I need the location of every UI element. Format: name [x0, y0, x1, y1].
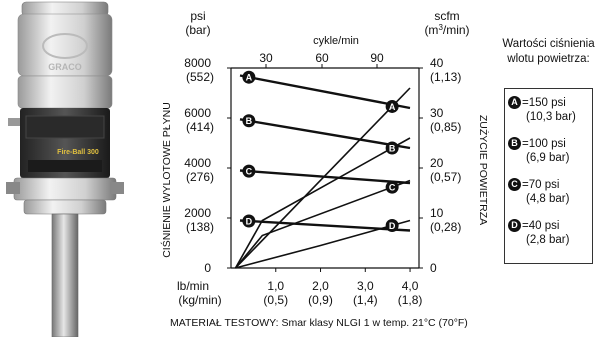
x-top-tick-label: 60 [315, 51, 329, 65]
air-badge-D: D [385, 219, 399, 232]
y-right-tick-label: 10 [430, 206, 444, 220]
x-tick-sublabel: (0,9) [308, 293, 333, 307]
series-marker-circle [242, 114, 256, 128]
y-left-tick-label: 2000 [184, 206, 211, 220]
pump-model-label: Fire-Ball 300 [57, 149, 99, 156]
x-unit-lb: lb/min [177, 279, 209, 293]
series-marker-letter: A [389, 102, 396, 112]
legend-item-B: B =100 psi (6,9 bar) [508, 137, 594, 165]
series-marker-circle [385, 141, 399, 155]
x-tick-label: 1,0 [267, 279, 284, 293]
legend-bar-label: (4,8 bar) [526, 193, 570, 205]
axes [230, 67, 420, 269]
x-tick-label: 4,0 [402, 279, 419, 293]
x-tick-label: 2,0 [312, 279, 329, 293]
pressure-badge-A: A [242, 70, 256, 84]
series-marker-circle [385, 219, 399, 232]
air-line-B [234, 137, 411, 269]
legend-item-C: C =70 psi (4,8 bar) [508, 178, 594, 206]
pressure-badge-B: B [242, 114, 256, 128]
series-marker-letter: C [389, 182, 396, 192]
x-top-tick-label: 90 [370, 51, 384, 65]
pressure-line-B [239, 118, 411, 150]
y-right-tick-sublabel: (0,85) [430, 120, 461, 134]
y-left-tick-sublabel: (138) [186, 220, 214, 234]
pressure-badge-D: D [242, 214, 256, 228]
pump-brand-label: GRACO [48, 62, 82, 72]
legend-psi-label: =40 psi [522, 220, 560, 232]
legend-badge: D [508, 219, 521, 233]
series-marker-letter: B [246, 116, 253, 126]
y-right-tick-sublabel: (1,13) [430, 70, 461, 84]
series-marker-circle [385, 99, 399, 113]
y-right-tick-label: 20 [430, 156, 444, 170]
y-right-title: ZUŻYCIE POWIETRZA [477, 115, 490, 225]
series-marker-circle [242, 164, 256, 178]
pressure-line-A [239, 74, 411, 110]
legend-badge: A [508, 96, 521, 110]
legend-psi-label: =100 psi [522, 138, 566, 150]
air-line-A [234, 87, 411, 269]
legend-badge: B [508, 137, 521, 151]
y-left-unit-bar: (bar) [185, 23, 210, 37]
pressure-line-C [239, 169, 411, 185]
y-left-unit-psi: psi [190, 9, 205, 23]
y-left-tick-label: 0 [204, 261, 211, 275]
x-unit-kg: (kg/min) [178, 293, 221, 307]
y-left-tick-label: 4000 [184, 156, 211, 170]
series-marker-letter: D [389, 221, 396, 231]
legend-bar-label: (2,8 bar) [526, 234, 570, 246]
legend-psi-label: =150 psi [522, 97, 566, 109]
series-marker-circle [242, 70, 256, 84]
air-badge-A: A [385, 99, 399, 113]
series-marker-letter: B [389, 143, 396, 153]
x-top-tick-label: 30 [259, 51, 273, 65]
pump-image: GRACO Fire-Ball 300 [6, 1, 124, 337]
air-badge-C: C [385, 180, 399, 194]
y-left-tick-sublabel: (414) [186, 120, 214, 134]
y-left-tick-sublabel: (276) [186, 170, 214, 184]
y-left-tick-sublabel: (552) [186, 70, 214, 84]
y-right-tick-sublabel: (0,57) [430, 170, 461, 184]
y-left-title: CIŚNIENIE WYLOTOWE PŁYNU [160, 102, 173, 258]
legend-badge: C [508, 178, 521, 192]
y-right-unit-m3: (m3/min) [424, 23, 469, 37]
legend-bar-label: (6,9 bar) [526, 152, 570, 164]
air-line-D [235, 219, 411, 269]
y-right-tick-sublabel: (0,28) [430, 220, 461, 234]
x-tick-sublabel: (0,5) [263, 293, 288, 307]
pressure-line-D [239, 219, 411, 232]
y-left-tick-label: 8000 [184, 56, 211, 70]
series-marker-circle [242, 214, 256, 228]
air-badge-B: B [385, 141, 399, 155]
y-right-unit-scfm: scfm [434, 9, 459, 23]
x-tick-sublabel: (1,4) [353, 293, 378, 307]
legend-psi-label: =70 psi [522, 179, 560, 191]
test-material-note: MATERIAŁ TESTOWY: Smar klasy NLGI 1 w te… [170, 317, 468, 329]
pressure-badge-C: C [242, 164, 256, 178]
air-line-C [234, 179, 411, 269]
x-tick-label: 3,0 [357, 279, 374, 293]
series-marker-circle [385, 180, 399, 194]
legend-box [504, 88, 593, 264]
x-tick-sublabel: (1,8) [398, 293, 423, 307]
y-right-tick-label: 30 [430, 106, 444, 120]
legend-bar-label: (10,3 bar) [526, 111, 576, 123]
series-marker-letter: D [246, 216, 253, 226]
series-marker-letter: C [246, 166, 253, 176]
legend-item-D: D =40 psi (2,8 bar) [508, 219, 594, 247]
y-left-tick-label: 6000 [184, 106, 211, 120]
y-right-tick-label: 40 [430, 56, 444, 70]
y-right-tick-label: 0 [430, 261, 437, 275]
x-top-label: cykle/min [313, 35, 359, 47]
legend-title: Wartości ciśnienia wlotu powietrza: [502, 38, 595, 65]
legend-item-A: A =150 psi (10,3 bar) [508, 96, 594, 124]
series-marker-letter: A [246, 73, 253, 83]
